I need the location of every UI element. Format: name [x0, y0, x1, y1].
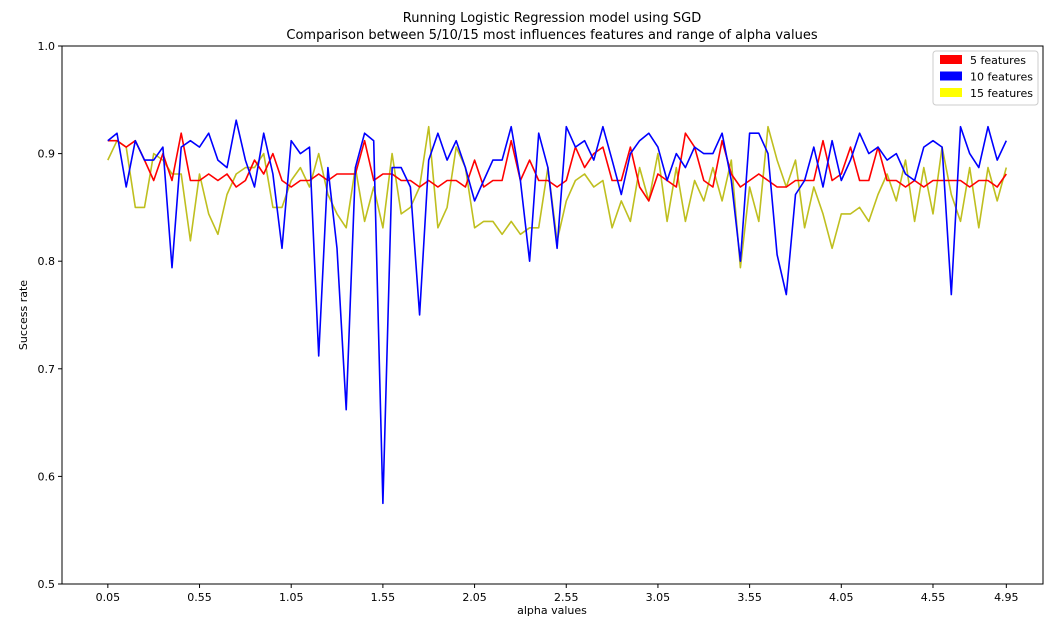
y-axis-ticks: 0.5 0.6 0.7 0.8 0.9 1.0: [38, 40, 62, 591]
y-tick-label: 0.5: [38, 578, 56, 591]
legend-label: 5 features: [970, 54, 1026, 67]
legend: 5 features 10 features 15 features: [932, 50, 1039, 106]
x-axis-ticks: 0.05 0.55 1.05 1.55 2.05 2.55 3.05 3.55 4.05 4.55…: [96, 584, 1019, 604]
y-tick-label: 0.9: [38, 148, 56, 161]
x-tick-label: 0.55: [187, 591, 212, 604]
y-axis-label: Success rate: [17, 280, 30, 350]
series-line-5-features: [107, 132, 1007, 202]
y-tick-label: 0.6: [38, 470, 56, 483]
y-tick-label: 0.7: [38, 363, 56, 376]
plot-area-frame: [61, 45, 1044, 585]
legend-swatch: [940, 71, 962, 81]
series-line-10-features: [107, 119, 1008, 505]
y-tick-label: 1.0: [38, 40, 56, 53]
x-tick-label: 1.05: [279, 591, 304, 604]
x-tick-label: 3.55: [737, 591, 762, 604]
x-axis-label: alpha values: [517, 604, 587, 617]
x-tick-label: 2.05: [462, 591, 487, 604]
x-tick-label: 0.05: [96, 591, 121, 604]
legend-label: 15 features: [970, 87, 1033, 100]
x-tick-label: 1.55: [371, 591, 396, 604]
x-tick-label: 3.05: [646, 591, 671, 604]
legend-swatch: [940, 88, 962, 97]
x-tick-label: 2.55: [554, 591, 579, 604]
y-tick-label: 0.8: [38, 255, 56, 268]
chart-subtitle: Comparison between 5/10/15 most influenc…: [286, 28, 817, 43]
x-tick-label: 4.05: [829, 591, 854, 604]
chart-title: Running Logistic Regression model using …: [403, 11, 701, 26]
legend-swatch: [940, 55, 962, 64]
series-layer: [107, 119, 1008, 505]
legend-label: 10 features: [970, 71, 1033, 84]
x-tick-label: 4.95: [994, 591, 1019, 604]
x-tick-label: 4.55: [921, 591, 946, 604]
